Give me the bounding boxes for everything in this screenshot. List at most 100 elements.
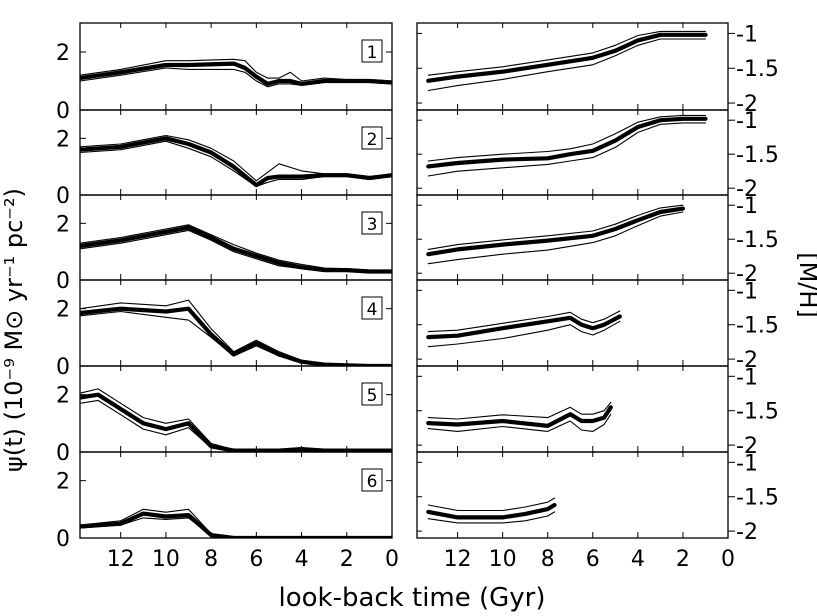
series-line-best <box>80 136 392 188</box>
panel-4-right: -1 -1.5 -2 <box>416 279 779 373</box>
series-line-lower <box>80 399 392 452</box>
y-tick-label: 0 <box>56 441 70 466</box>
x-tick-label: 2 <box>676 547 690 572</box>
series-line-best <box>80 306 392 366</box>
panel-1-left: 0 2 1 <box>56 22 393 124</box>
y-tick-label: -2 <box>736 262 758 287</box>
series-line-lower <box>80 310 392 366</box>
y-tick-label: 2 <box>56 212 70 237</box>
panel-frame <box>79 451 393 539</box>
y-tick-label: -2 <box>736 177 758 202</box>
panel-frame <box>416 279 729 367</box>
series-line-upper <box>80 58 392 82</box>
y-tick-label: -1 <box>736 22 758 47</box>
panel-6-right: -1 -1.5 -2 12 10 8 6 4 2 0 <box>416 451 779 572</box>
series-line-upper <box>80 224 392 271</box>
series-line-best <box>426 32 708 83</box>
x-tick-label: 10 <box>152 547 180 572</box>
series-line-lower <box>80 517 392 538</box>
y-tick-label: 0 <box>56 184 70 209</box>
panel-series <box>426 204 685 265</box>
y-tick-label: -2 <box>736 434 758 459</box>
panel-number-box <box>361 211 383 235</box>
series-line-lower <box>80 229 392 274</box>
panel-number: 3 <box>367 215 378 235</box>
panel-5-right: -1 -1.5 -2 <box>416 365 779 459</box>
series-line-best <box>80 225 392 274</box>
series-line-upper <box>427 114 707 162</box>
y-tick-label: -1.5 <box>736 57 779 82</box>
series-line-lower <box>427 511 556 524</box>
panel-number-box <box>361 296 383 320</box>
panel-series <box>426 497 557 524</box>
y-tick-label: -1.5 <box>736 228 779 253</box>
panel-series <box>80 58 392 88</box>
panel-number: 5 <box>367 386 378 406</box>
series-line-upper <box>427 310 621 333</box>
x-tick-label: 6 <box>249 547 263 572</box>
x-tick-label: 8 <box>541 547 555 572</box>
panel-frame <box>79 109 393 196</box>
x-tick-label: 0 <box>721 547 735 572</box>
series-line-upper <box>80 134 392 182</box>
x-tick-label: 8 <box>204 547 218 572</box>
y-tick-label: -1 <box>736 451 758 476</box>
y-tick-label: -1.5 <box>736 314 779 339</box>
series-line-upper <box>427 30 707 76</box>
panel-series <box>426 401 613 432</box>
y-tick-label: -1 <box>736 365 758 390</box>
series-line-lower <box>427 211 684 265</box>
y-tick-label: -1.5 <box>736 400 779 425</box>
panel-3-left: 0 2 3 <box>56 194 393 294</box>
series-line-upper <box>80 299 392 366</box>
x-tick-label: 4 <box>295 547 309 572</box>
y-tick-label: 2 <box>56 127 70 152</box>
panel-5-left: 0 2 5 <box>56 365 393 466</box>
y-tick-label: 0 <box>56 269 70 294</box>
x-tick-label: 10 <box>489 547 517 572</box>
series-line-upper <box>427 401 612 420</box>
y-tick-label: -1.5 <box>736 486 779 511</box>
series-line-best <box>426 314 622 340</box>
panel-grid: 02 1-1-1.5-202 2-1-1.5-202 3-1-1.5-202 4-1-1… <box>56 22 779 572</box>
y-tick-label: 0 <box>56 355 70 380</box>
series-line-upper <box>427 204 684 250</box>
panel-frame <box>416 451 729 539</box>
series-line-best <box>426 206 685 257</box>
panel-1-right: -1 -1.5 -2 <box>416 22 779 117</box>
y-tick-label: 2 <box>56 384 70 409</box>
panel-number: 2 <box>367 130 378 150</box>
x-tick-label: 2 <box>340 547 354 572</box>
x-tick-label: 4 <box>631 547 645 572</box>
y-tick-label: -1 <box>736 109 758 134</box>
series-line-lower <box>80 140 392 188</box>
panel-3-right: -1 -1.5 -2 <box>416 194 779 287</box>
panel-series <box>80 388 392 452</box>
y-tick-label: -1.5 <box>736 143 779 168</box>
series-line-best <box>80 392 392 452</box>
x-tick-label: 6 <box>586 547 600 572</box>
panel-series <box>426 310 622 348</box>
panel-frame <box>79 365 393 453</box>
panel-number-box <box>361 468 383 492</box>
panel-number: 4 <box>367 300 378 320</box>
series-line-upper <box>80 508 392 538</box>
y-tick-label: 2 <box>56 470 70 495</box>
panel-2-right: -1 -1.5 -2 <box>416 109 779 202</box>
series-line-best <box>426 405 613 428</box>
panel-series <box>80 134 392 188</box>
panel-series <box>426 30 708 92</box>
series-line-best <box>426 502 557 520</box>
series-line-upper <box>80 388 392 451</box>
y-tick-label: -2 <box>736 92 758 117</box>
y-axis-label-left: ψ(t) (10⁻⁹ M⊙ yr⁻¹ pc⁻²) <box>0 188 28 472</box>
x-tick-label: 12 <box>107 547 135 572</box>
y-tick-label: 0 <box>56 99 70 124</box>
panel-4-left: 0 2 4 <box>56 279 393 380</box>
x-tick-label: 0 <box>385 547 399 572</box>
series-line-lower <box>427 413 612 432</box>
y-axis-label-right: [M/H] <box>794 252 817 318</box>
panel-number-box <box>361 126 383 150</box>
y-tick-label: -1 <box>736 279 758 304</box>
